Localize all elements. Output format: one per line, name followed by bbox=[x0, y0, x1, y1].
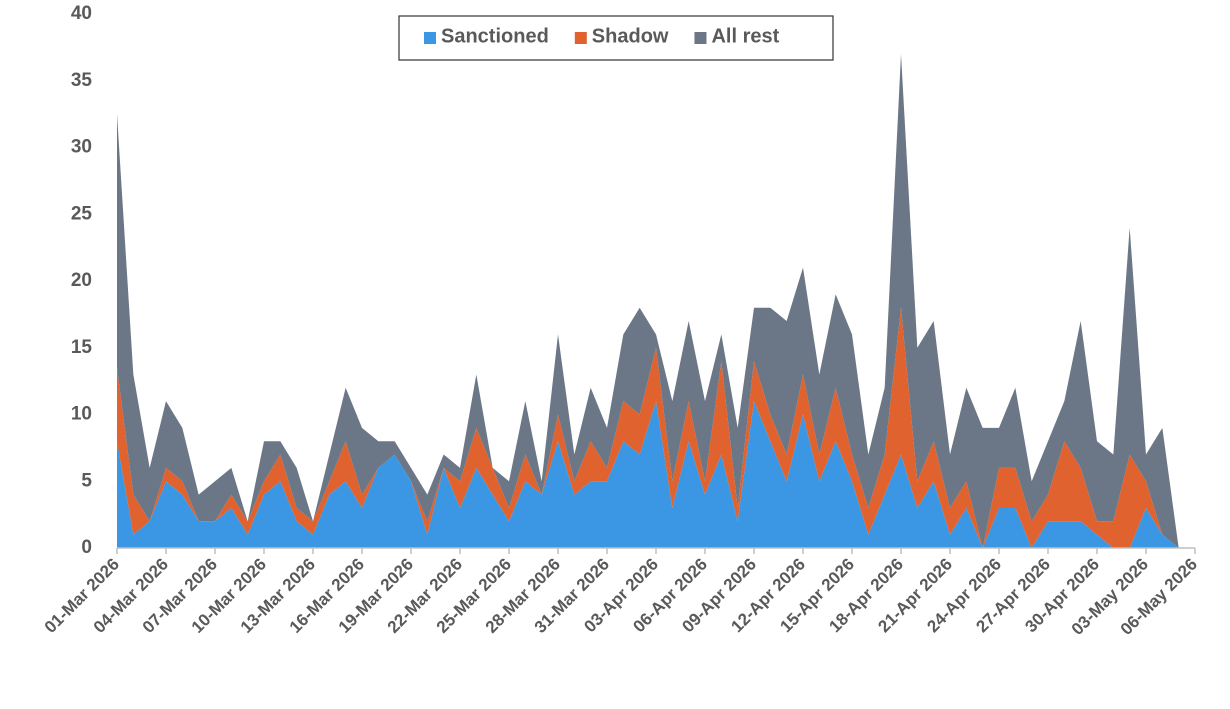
y-tick-label: 20 bbox=[71, 270, 92, 291]
legend-label: Sanctioned bbox=[441, 25, 549, 47]
legend-label: Shadow bbox=[592, 25, 669, 47]
area bbox=[117, 54, 1179, 549]
area bbox=[117, 307, 1179, 548]
y-tick-label: 30 bbox=[71, 137, 92, 158]
y-tick-label: 15 bbox=[71, 337, 93, 358]
legend-box bbox=[398, 15, 834, 61]
y-tick-label: 25 bbox=[71, 203, 93, 224]
legend-swatch bbox=[694, 32, 707, 44]
legend-swatch bbox=[424, 32, 436, 44]
y-tick-label: 0 bbox=[81, 537, 92, 558]
y-tick-label: 35 bbox=[71, 70, 93, 91]
y-tick-label: 40 bbox=[71, 3, 92, 24]
y-tick-label: 5 bbox=[81, 470, 92, 491]
legend-label: All rest bbox=[711, 25, 779, 47]
area bbox=[117, 401, 1179, 548]
y-tick-label: 10 bbox=[71, 404, 92, 425]
legend-swatch bbox=[574, 32, 587, 44]
